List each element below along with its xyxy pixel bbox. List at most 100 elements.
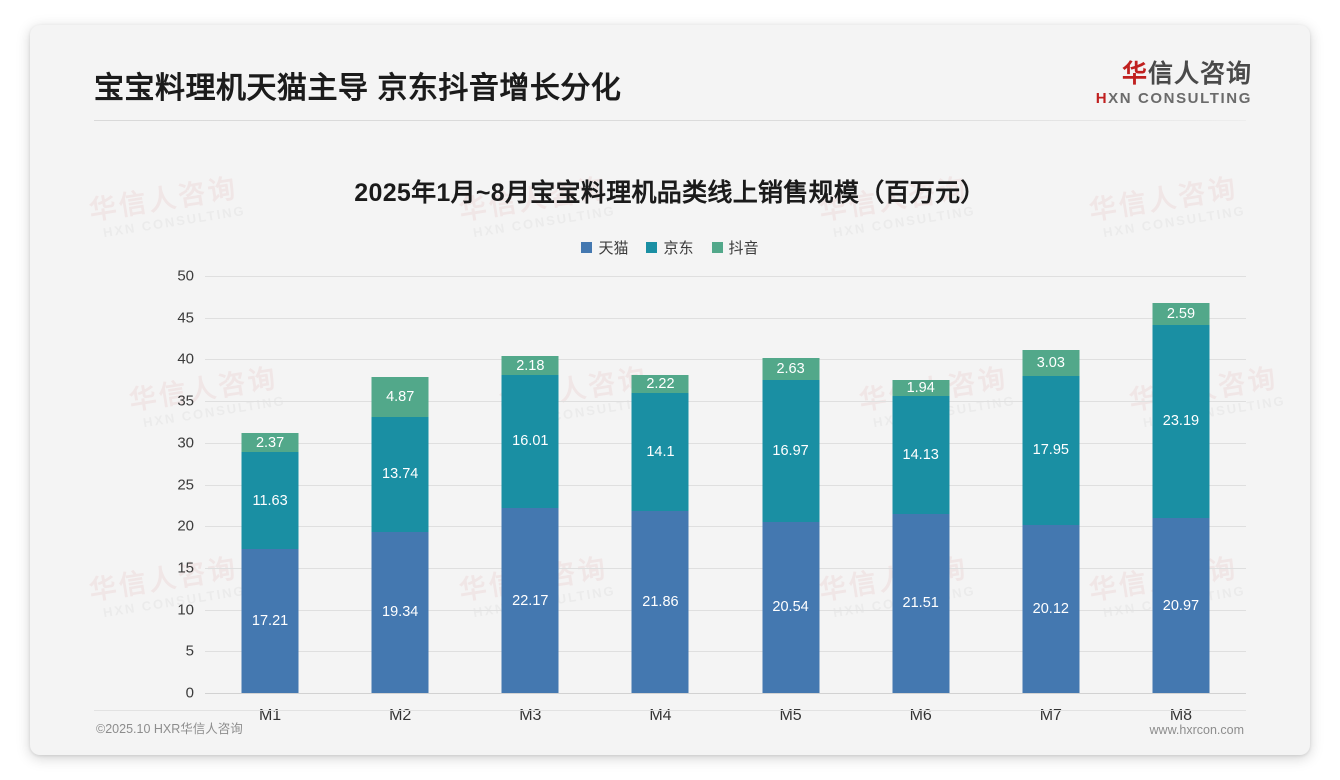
stacked-bar[interactable]: 19.34 13.74 4.87 (371, 376, 429, 693)
gridline (205, 317, 1246, 319)
footer-divider (94, 710, 1246, 711)
logo-chinese: 华信人咨询 (1096, 61, 1252, 87)
x-axis-tick-label: M3 (519, 707, 542, 724)
legend-label: 天猫 (598, 240, 629, 257)
bar-slot: 20.12 17.95 3.03 M7 (986, 276, 1116, 724)
bar-value-label: 17.21 (251, 613, 289, 630)
slide: 华信人咨询 HXN CONSULTING 华信人咨询 HXN CONSULTING 华信… (30, 25, 1310, 755)
stacked-bar[interactable]: 20.12 17.95 3.03 (1022, 350, 1080, 693)
x-axis-tick-label: M8 (1169, 707, 1193, 724)
y-axis-tick-label: 25 (177, 476, 194, 493)
bar-value-label: 2.22 (646, 375, 675, 392)
bar-segment-京东[interactable]: 14.1 (631, 393, 689, 511)
bar-segment-天猫[interactable]: 20.54 (762, 521, 820, 693)
gridline (205, 401, 1246, 403)
stacked-bar[interactable]: 20.97 23.19 2.59 (1152, 303, 1210, 693)
bar-segment-天猫[interactable]: 21.86 (631, 510, 689, 693)
bar-segment-抖音[interactable]: 3.03 (1022, 350, 1080, 376)
bar-value-label: 2.18 (516, 357, 545, 374)
logo-english: HXN CONSULTING (1096, 91, 1252, 107)
gridline (205, 484, 1246, 486)
chart-title: 2025年1月~8月宝宝料理机品类线上销售规模（百万元） (354, 179, 986, 207)
x-axis-tick-label: M5 (779, 707, 802, 724)
bar-segment-京东[interactable]: 16.97 (762, 380, 820, 522)
bar-slot: 19.34 13.74 4.87 M2 (335, 276, 465, 724)
bar-segment-抖音[interactable]: 2.18 (501, 356, 559, 375)
y-axis-tick-label: 35 (177, 392, 194, 410)
bar-segment-抖音[interactable]: 2.63 (762, 358, 820, 381)
legend-item-天猫[interactable]: 天猫 (581, 237, 628, 258)
bar-segment-抖音[interactable]: 2.37 (241, 432, 299, 453)
bar-segment-京东[interactable]: 14.13 (892, 395, 950, 514)
gridline (205, 442, 1246, 444)
bar-value-label: 1.94 (906, 379, 935, 396)
stacked-bar[interactable]: 22.17 16.01 2.18 (501, 356, 559, 693)
bar-value-label: 2.63 (776, 361, 805, 378)
bar-segment-抖音[interactable]: 4.87 (371, 376, 429, 418)
bar-segment-抖音[interactable]: 1.94 (892, 379, 950, 396)
stacked-bar[interactable]: 17.21 11.63 2.37 (241, 432, 299, 693)
logo-english-accent: H (1095, 90, 1109, 108)
gridline (205, 609, 1246, 611)
y-axis-tick-label: 15 (177, 559, 194, 577)
bar-segment-天猫[interactable]: 20.97 (1152, 518, 1210, 693)
x-axis-tick-label: M1 (258, 707, 282, 724)
footer-website: www.hxrcon.com (1149, 723, 1244, 737)
bar-value-label: 16.97 (772, 442, 809, 459)
bar-value-label: 20.12 (1032, 601, 1069, 618)
gridline (205, 276, 1246, 277)
stacked-bar[interactable]: 21.86 14.1 2.22 (631, 374, 689, 693)
y-axis-tick-label: 10 (177, 601, 194, 619)
bar-segment-京东[interactable]: 11.63 (241, 452, 299, 550)
y-axis-tick-label: 45 (177, 309, 194, 327)
bar-segment-天猫[interactable]: 22.17 (501, 508, 559, 693)
company-logo: 华信人咨询 HXN CONSULTING (1096, 61, 1252, 107)
stacked-bar[interactable]: 21.51 14.13 1.94 (892, 379, 950, 693)
bar-segment-京东[interactable]: 17.95 (1022, 375, 1080, 526)
bar-value-label: 21.51 (902, 595, 939, 612)
gridline (205, 359, 1246, 361)
logo-chinese-rest: 信人咨询 (1147, 60, 1252, 88)
logo-chinese-accent: 华 (1121, 60, 1148, 88)
bar-value-label: 20.97 (1162, 597, 1200, 614)
x-axis-tick-label: M6 (909, 707, 932, 724)
bar-slot: 22.17 16.01 2.18 M3 (465, 276, 595, 724)
bar-group: 17.21 11.63 2.37 M1 19.34 13.74 4.87 M2 22.17 16.… (205, 276, 1246, 724)
watermark-english: HXN CONSULTING (101, 202, 247, 240)
legend-swatch-icon (646, 242, 658, 253)
legend-item-抖音[interactable]: 抖音 (711, 237, 759, 258)
x-axis-tick-label: M4 (649, 707, 672, 724)
bar-value-label: 16.01 (512, 433, 549, 450)
bar-value-label: 3.03 (1036, 354, 1065, 371)
bar-segment-天猫[interactable]: 21.51 (892, 513, 950, 693)
y-axis-tick-label: 5 (185, 642, 194, 660)
bar-value-label: 14.13 (902, 446, 939, 463)
bar-value-label: 23.19 (1162, 413, 1200, 430)
bar-value-label: 13.74 (382, 466, 419, 483)
legend-label: 抖音 (728, 240, 759, 257)
bar-value-label: 2.59 (1166, 305, 1196, 322)
bar-value-label: 14.1 (646, 443, 675, 460)
bar-value-label: 2.37 (255, 434, 285, 451)
gridline (205, 567, 1246, 569)
x-axis-tick-label: M7 (1039, 707, 1062, 724)
y-axis-tick-label: 20 (177, 517, 194, 535)
bar-segment-天猫[interactable]: 20.12 (1022, 525, 1080, 693)
bar-slot: 20.97 23.19 2.59 M8 (1116, 276, 1246, 724)
bar-value-label: 11.63 (252, 492, 288, 509)
gridline (205, 526, 1246, 528)
bar-segment-京东[interactable]: 13.74 (371, 417, 429, 532)
bar-segment-天猫[interactable]: 19.34 (371, 531, 429, 693)
bar-segment-京东[interactable]: 16.01 (501, 374, 559, 509)
legend-item-京东[interactable]: 京东 (646, 237, 694, 258)
bar-segment-天猫[interactable]: 17.21 (241, 549, 299, 693)
legend-label: 京东 (663, 240, 694, 257)
logo-english-rest: XN CONSULTING (1108, 90, 1252, 108)
y-axis-tick-label: 30 (177, 434, 194, 452)
bar-segment-京东[interactable]: 23.19 (1152, 324, 1210, 519)
bar-segment-抖音[interactable]: 2.59 (1152, 303, 1210, 325)
bar-value-label: 19.34 (382, 604, 419, 621)
bar-segment-抖音[interactable]: 2.22 (631, 374, 689, 394)
stacked-bar[interactable]: 20.54 16.97 2.63 (762, 358, 820, 693)
chart-plot-area: 50 45 40 35 30 25 20 15 10 5 0 17.21 11.63 2.37 M1 19.3… (177, 268, 1246, 724)
